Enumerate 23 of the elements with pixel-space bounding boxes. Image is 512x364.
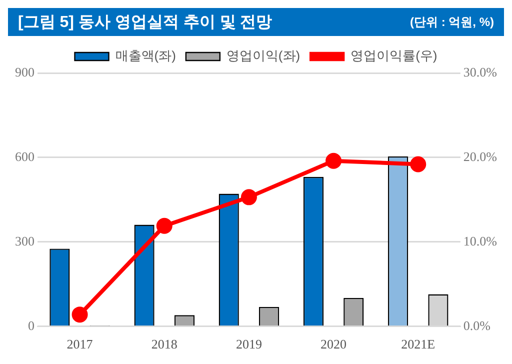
- x-tick-label: 2021E: [401, 336, 436, 352]
- point: [72, 306, 88, 323]
- x-tick-label: 2019: [236, 336, 262, 352]
- legend-label: 영업이익(좌): [226, 48, 300, 64]
- chart-title: [그림 5] 동사 영업실적 추이 및 전망: [18, 12, 272, 32]
- point: [326, 152, 342, 169]
- x-tick-label: 2020: [320, 336, 347, 352]
- point: [410, 156, 426, 172]
- legend-label: 매출액(좌): [115, 48, 176, 64]
- y2-tick-label: 10.0%: [463, 233, 498, 248]
- y-tick-label: 900: [15, 64, 34, 80]
- y2-tick-label: 20.0%: [463, 148, 498, 164]
- point: [240, 189, 257, 206]
- y2-tick-label: 0.0%: [463, 318, 491, 333]
- y-tick-label: 300: [15, 233, 34, 248]
- legend-label: 영업이익률(우): [350, 48, 438, 64]
- y-tick-label: 0: [28, 318, 34, 333]
- y2-tick-label: 30.0%: [463, 64, 498, 80]
- x-tick-label: 2018: [151, 336, 178, 352]
- chart-subtitle: (단위 : 억원, %): [410, 14, 494, 30]
- point: [156, 218, 172, 234]
- y-tick-label: 600: [15, 148, 34, 164]
- x-tick-label: 2017: [66, 336, 94, 352]
